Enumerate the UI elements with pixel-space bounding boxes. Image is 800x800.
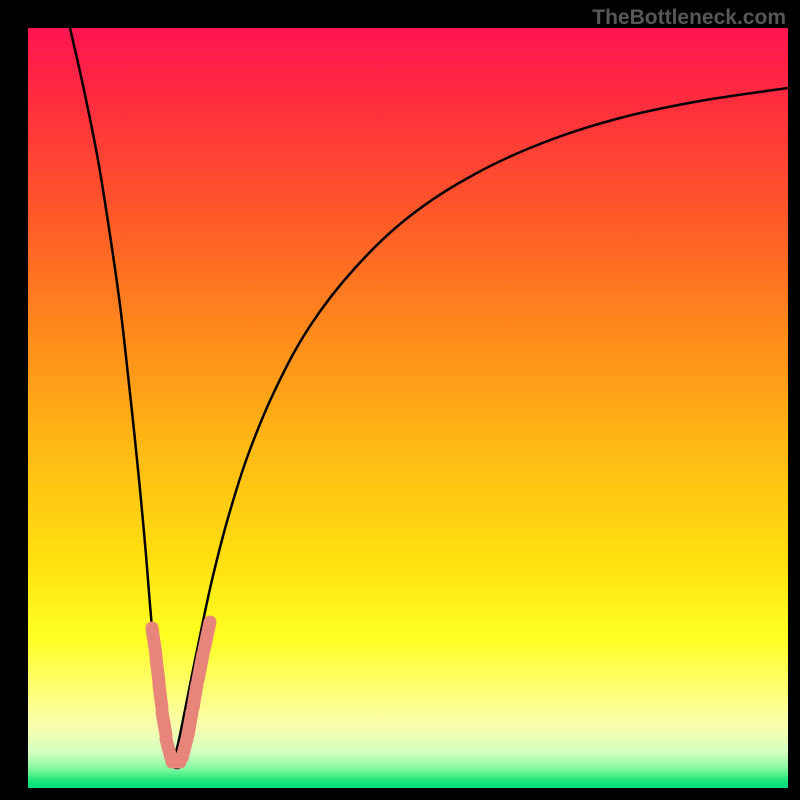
coral-segment <box>204 622 210 650</box>
coral-segment <box>156 658 159 682</box>
coral-segment <box>188 712 192 735</box>
coral-segment <box>152 628 156 655</box>
chart-container: TheBottleneck.com <box>0 0 800 800</box>
curve-overlay <box>28 28 788 788</box>
coral-segment <box>182 739 187 758</box>
coral-segment <box>166 739 171 758</box>
coral-segment <box>198 654 203 680</box>
curve-right-branch <box>173 88 788 762</box>
coral-segment <box>162 712 166 735</box>
watermark-text: TheBottleneck.com <box>592 6 786 30</box>
coral-segment <box>193 684 197 708</box>
coral-segment <box>159 685 162 708</box>
plot-area <box>28 28 788 788</box>
